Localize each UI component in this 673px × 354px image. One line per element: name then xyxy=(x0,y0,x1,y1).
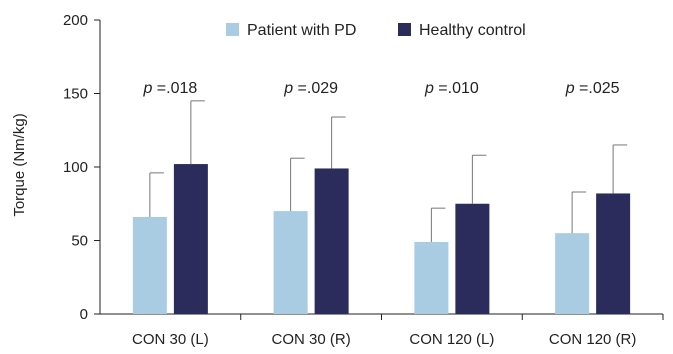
x-category-label: CON 30 (L) xyxy=(132,331,209,348)
y-tick-label: 150 xyxy=(63,86,88,103)
p-value-annotation: p =.025 xyxy=(565,80,620,97)
p-value-annotation: p =.010 xyxy=(424,80,479,97)
y-tick-label: 100 xyxy=(63,159,88,176)
y-axis-title: Torque (Nm/kg) xyxy=(11,113,28,216)
chart-bars xyxy=(132,164,631,314)
y-tick-label: 0 xyxy=(80,306,88,323)
p-value-annotation: p =.029 xyxy=(283,80,338,97)
x-category-label: CON 30 (R) xyxy=(272,331,351,348)
legend-swatch xyxy=(226,23,239,36)
bar xyxy=(455,203,490,314)
legend-label: Healthy control xyxy=(419,22,526,39)
legend-label: Patient with PD xyxy=(247,22,356,39)
bar xyxy=(173,164,208,314)
p-value-annotation: p =.018 xyxy=(142,80,197,97)
y-tick-label: 200 xyxy=(63,12,88,29)
chart-annotations: p =.018 p =.029 p =.010 p =.025 xyxy=(142,80,619,97)
x-category-label: CON 120 (L) xyxy=(409,331,494,348)
legend-swatch xyxy=(398,23,411,36)
chart-legend: Patient with PD Healthy control xyxy=(226,22,526,39)
bar xyxy=(132,216,167,314)
bar xyxy=(273,211,308,314)
chart-axes: 0 50 100 150 200 CON 30 (L) CON 30 (R) CON 120 … xyxy=(63,12,664,348)
bar xyxy=(314,168,349,314)
bar xyxy=(555,233,590,314)
chart-error-bars xyxy=(149,100,628,242)
bar xyxy=(596,193,631,314)
y-tick-label: 50 xyxy=(71,233,88,250)
bar xyxy=(414,241,449,314)
x-category-label: CON 120 (R) xyxy=(549,331,637,348)
